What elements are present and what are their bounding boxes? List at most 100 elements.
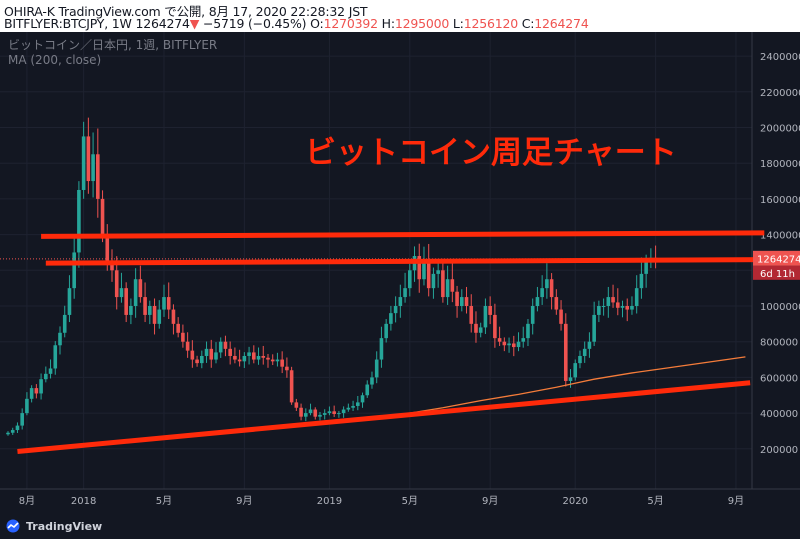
candle-body xyxy=(171,309,176,324)
candle-body xyxy=(289,370,294,403)
y-tick-label: 800000 xyxy=(760,338,798,349)
candle-body xyxy=(114,270,119,298)
candle-body xyxy=(474,323,478,333)
candle-body xyxy=(200,355,204,364)
candle-body xyxy=(630,306,634,310)
candle-body xyxy=(105,234,110,262)
candle-body xyxy=(615,302,620,308)
candle-body xyxy=(568,377,573,381)
candle-body xyxy=(266,357,270,360)
candle-body xyxy=(445,279,450,298)
candle-body xyxy=(332,411,336,414)
x-tick-label: 9月 xyxy=(482,495,498,507)
chart-legend-title: ビットコイン／日本円, 1週, BITFLYER xyxy=(8,38,217,52)
candle-body xyxy=(493,314,497,339)
candle-body xyxy=(351,405,355,408)
candle-body xyxy=(285,366,289,371)
candle-body xyxy=(374,359,379,378)
close-label: C: xyxy=(521,16,535,31)
chart-background xyxy=(0,32,800,515)
candle-body xyxy=(559,309,563,324)
chart-header: OHIRA-K TradingView.com で公開, 8月 17, 2020… xyxy=(0,0,800,32)
symbol-label: BITFLYER:BTCJPY, 1W 1264274 xyxy=(4,16,190,31)
candle-body xyxy=(464,297,469,306)
candle-body xyxy=(110,261,114,271)
candle-body xyxy=(148,306,152,315)
candle-body xyxy=(516,341,521,348)
candle-body xyxy=(242,355,247,362)
candle-body xyxy=(96,154,100,199)
x-tick-label: 9月 xyxy=(728,495,744,507)
candle-body xyxy=(195,359,199,364)
candle-body xyxy=(403,288,407,298)
y-tick-label: 1000000 xyxy=(760,302,800,313)
candle-body xyxy=(10,430,15,433)
close-value: 1264274 xyxy=(534,16,589,31)
candle-body xyxy=(365,384,370,396)
candle-body xyxy=(72,252,76,289)
tradingview-logo-text: TradingView xyxy=(26,519,103,533)
y-tick-label: 2400000 xyxy=(760,52,800,63)
trend-line xyxy=(41,230,765,239)
high-label: H: xyxy=(381,16,395,31)
ohlc-line: BITFLYER:BTCJPY, 1W 1264274▼ −5719 (−0.4… xyxy=(4,16,589,31)
candle-body xyxy=(190,350,195,360)
countdown-tag xyxy=(753,265,800,280)
tradingview-logo[interactable]: TradingView xyxy=(4,519,102,533)
trend-line xyxy=(17,380,751,454)
candle-body xyxy=(124,288,128,315)
candle-body xyxy=(77,189,81,253)
candle-body xyxy=(237,359,242,362)
candle-body xyxy=(592,314,596,342)
candle-body xyxy=(58,332,62,346)
candle-body xyxy=(162,297,166,310)
candle-body xyxy=(620,306,625,308)
candle-body xyxy=(606,297,611,306)
candle-body xyxy=(563,323,568,381)
candle-body xyxy=(535,297,540,306)
candle-body xyxy=(545,279,549,289)
candle-body xyxy=(601,306,606,307)
candle-body xyxy=(304,413,308,417)
candle-body xyxy=(91,154,95,182)
candle-body xyxy=(252,352,256,360)
candle-body xyxy=(407,270,412,289)
candle-body xyxy=(355,402,360,406)
y-tick-label: 1400000 xyxy=(760,231,800,242)
candle-body xyxy=(157,309,162,324)
candle-body xyxy=(100,198,105,235)
candle-body xyxy=(327,411,332,414)
candle-body xyxy=(20,413,24,426)
candle-body xyxy=(138,279,143,298)
candle-body xyxy=(341,409,346,414)
candle-body xyxy=(554,297,559,310)
candle-body xyxy=(644,261,648,274)
candle-body xyxy=(322,413,327,415)
candle-body xyxy=(370,377,374,385)
candle-body xyxy=(422,261,426,280)
candle-body xyxy=(86,136,91,182)
candle-body xyxy=(119,288,124,298)
candle-body xyxy=(436,270,440,274)
candle-body xyxy=(133,279,138,306)
candle-body xyxy=(129,306,133,315)
candle-body xyxy=(25,398,29,414)
candle-body xyxy=(384,323,388,339)
candle-body xyxy=(398,297,403,306)
price-chart[interactable]: 2000004000006000008000001000000120000014… xyxy=(0,32,800,515)
candle-body xyxy=(214,352,218,360)
candle-body xyxy=(233,355,237,360)
candle-body xyxy=(261,355,266,358)
candle-body xyxy=(540,288,544,298)
candle-body xyxy=(417,256,422,280)
low-value: 1256120 xyxy=(463,16,518,31)
candle-body xyxy=(488,306,492,315)
candle-body xyxy=(639,273,644,289)
chart-annotation: ビットコイン周足チャート xyxy=(305,135,677,171)
candle-body xyxy=(223,341,228,349)
y-tick-label: 2200000 xyxy=(760,88,800,99)
candle-body xyxy=(256,355,261,360)
price-change: −5719 (−0.45%) xyxy=(202,16,307,31)
candle-body xyxy=(346,407,351,410)
y-tick-label: 1800000 xyxy=(760,159,800,170)
